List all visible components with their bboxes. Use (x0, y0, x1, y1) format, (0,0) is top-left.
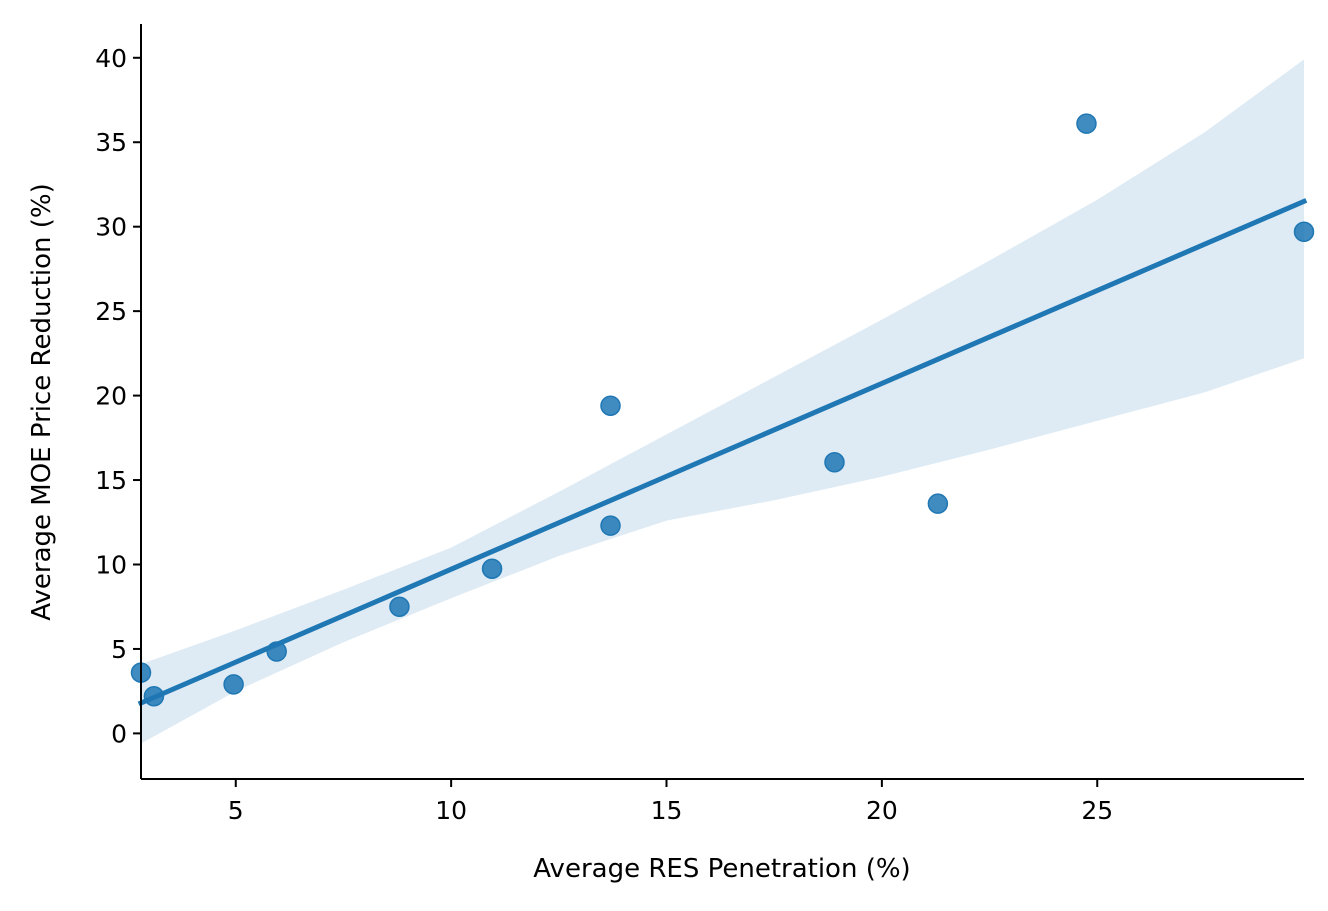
y-tick-label-40: 40 (95, 44, 127, 73)
data-point-3 (223, 674, 244, 695)
y-tick-label-35: 35 (95, 128, 127, 157)
y-tick-label-30: 30 (95, 213, 127, 242)
x-axis-label: Average RES Penetration (%) (533, 854, 910, 884)
y-ticks: 0 5 10 15 20 25 30 35 40 (95, 44, 141, 748)
y-tick-label-25: 25 (95, 297, 127, 326)
x-ticks: 5 10 15 20 25 (228, 779, 1113, 825)
data-point-9 (824, 452, 845, 473)
y-tick-label-20: 20 (95, 382, 127, 411)
axes-layer (140, 24, 1304, 780)
data-point-2 (143, 685, 165, 707)
x-tick-label-20: 20 (866, 796, 898, 825)
x-tick-label-10: 10 (435, 796, 467, 825)
confidence-band-layer (141, 59, 1304, 744)
data-point-10 (927, 493, 949, 514)
data-points-layer (130, 113, 1315, 707)
x-tick-label-5: 5 (228, 796, 244, 825)
regression-line-layer (137, 198, 1308, 707)
x-tick-label-15: 15 (651, 796, 683, 825)
data-point-12 (1293, 221, 1315, 243)
data-point-7 (600, 515, 621, 536)
y-tick-label-15: 15 (95, 466, 127, 495)
data-point-4 (266, 641, 287, 662)
confidence-band (141, 59, 1304, 744)
x-tick-label-25: 25 (1081, 796, 1113, 825)
data-point-8 (600, 395, 621, 416)
y-tick-label-5: 5 (111, 635, 127, 664)
data-point-5 (389, 596, 410, 617)
y-tick-label-10: 10 (95, 550, 127, 579)
regression-line (137, 198, 1308, 707)
y-axis-label: Average MOE Price Reduction (%) (27, 183, 57, 621)
y-tick-label-0: 0 (111, 719, 127, 748)
data-point-6 (481, 558, 503, 579)
data-point-11 (1076, 113, 1097, 134)
